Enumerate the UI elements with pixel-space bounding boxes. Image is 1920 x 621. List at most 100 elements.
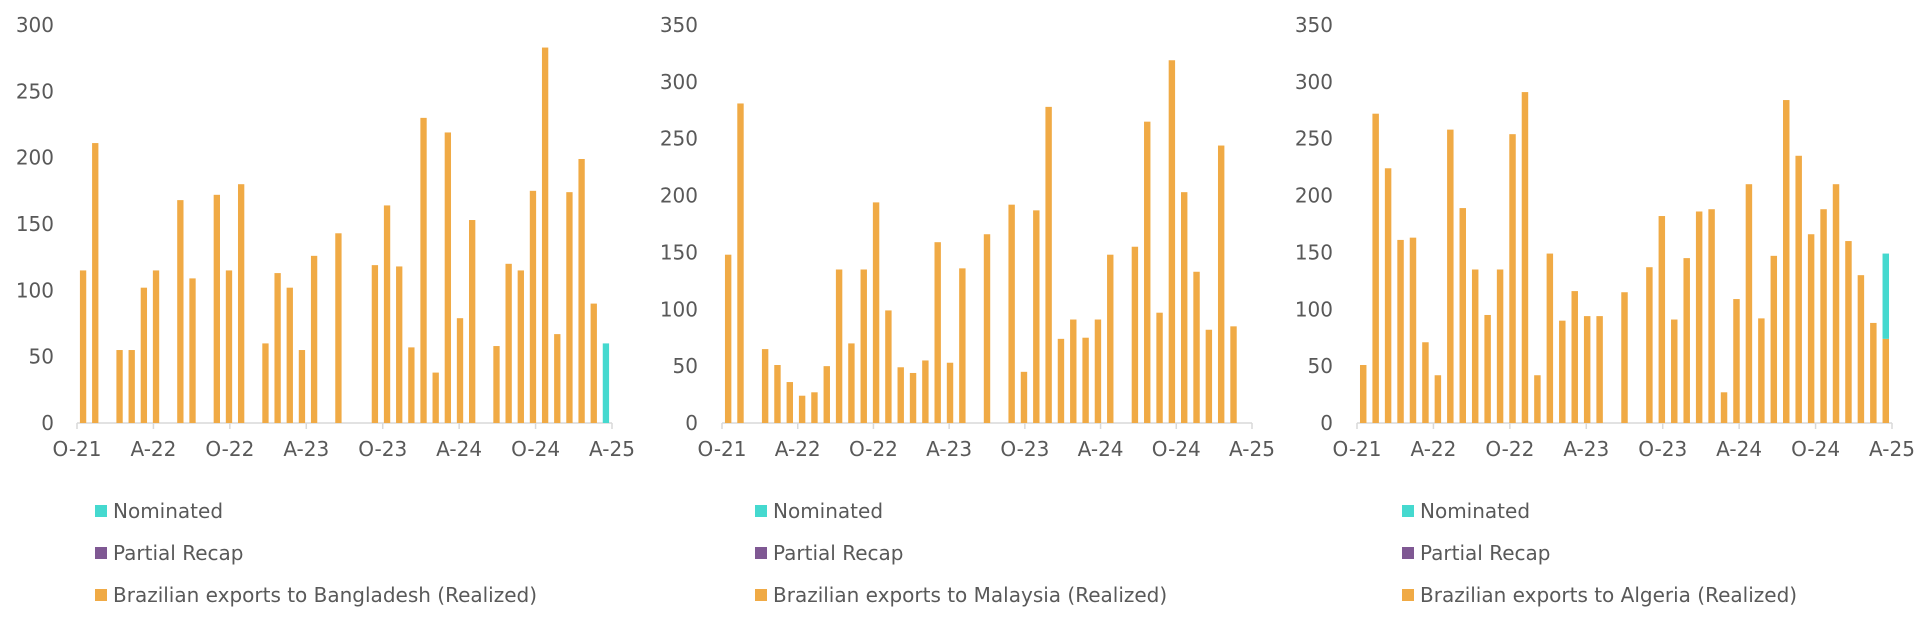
y-tick-label: 150	[1295, 240, 1333, 264]
y-tick-label: 250	[16, 79, 54, 103]
bar-realized	[1409, 237, 1417, 423]
bar-realized	[1168, 60, 1176, 423]
bar-realized	[1070, 319, 1077, 423]
x-tick-label: O-21	[698, 437, 747, 461]
bar-realized	[1534, 375, 1541, 423]
bar-realized	[1008, 204, 1015, 423]
bar-realized	[1546, 253, 1554, 423]
bar-realized	[1596, 316, 1603, 423]
bar-realized	[1882, 338, 1890, 423]
bar-realized	[1521, 92, 1529, 423]
y-tick-label: 200	[16, 146, 54, 170]
bar-realized	[79, 270, 87, 423]
bar-realized	[1359, 365, 1367, 423]
legend-swatch-nominated	[755, 505, 767, 517]
x-tick-label: O-24	[511, 437, 560, 461]
legend-label: Nominated	[113, 499, 224, 523]
y-tick-label: 150	[660, 240, 698, 264]
bar-realized	[1745, 184, 1753, 423]
x-tick-label: A-22	[130, 437, 176, 461]
bar-realized	[578, 158, 585, 424]
y-tick-label: 200	[660, 184, 698, 208]
legend-label: Brazilian exports to Algeria (Realized)	[1420, 583, 1798, 607]
bar-realized	[860, 269, 867, 423]
legend-swatch-realized	[95, 589, 107, 601]
bar-realized	[983, 234, 991, 423]
legend-swatch-nominated	[95, 505, 107, 517]
legend-label: Nominated	[1420, 499, 1531, 523]
bar-realized	[1733, 299, 1740, 423]
bar-realized	[1807, 234, 1815, 423]
legend-label: Partial Recap	[1420, 541, 1551, 565]
y-tick-label: 100	[1295, 297, 1333, 321]
legend-swatch-partial-recap	[1402, 547, 1414, 559]
bar-realized	[848, 343, 855, 423]
y-tick-label: 200	[1295, 184, 1333, 208]
bar-realized	[872, 202, 880, 423]
bar-realized	[1695, 211, 1703, 423]
bar-realized	[310, 255, 318, 423]
legend-item-partial-recap: Partial Recap	[1402, 532, 1797, 574]
legend-algeria: Nominated Partial Recap Brazilian export…	[1402, 490, 1797, 616]
bar-realized	[1156, 312, 1163, 423]
y-tick-label: 150	[16, 212, 54, 236]
bar-realized	[1857, 275, 1865, 423]
bar-realized	[298, 350, 306, 423]
bar-realized	[885, 310, 892, 423]
x-tick-label: A-22	[775, 437, 821, 461]
bar-realized	[152, 270, 160, 423]
bangladesh-bar-chart: 0 50 100 150 200 250 300 O-21 A-22 O-22 A-23 O-23 A-…	[16, 13, 635, 461]
bar-realized	[1720, 392, 1728, 423]
bar-realized	[1447, 129, 1454, 423]
bar-realized	[517, 270, 524, 423]
bar-realized	[1471, 269, 1479, 423]
legend-label: Partial Recap	[773, 541, 904, 565]
y-tick-label: 50	[673, 354, 698, 378]
bar-realized	[432, 372, 439, 423]
legend-item-realized: Brazilian exports to Bangladesh (Realize…	[95, 574, 537, 616]
chart-panel-algeria: 0 50 100 150 200 250 300 350 O-21 A-22 O-22 A-23 O-2…	[1280, 0, 1920, 621]
legend-label: Brazilian exports to Malaysia (Realized)	[773, 583, 1168, 607]
bar-realized	[823, 366, 830, 423]
bar-realized	[959, 268, 966, 423]
bar-realized	[1571, 291, 1578, 423]
bar-realized	[724, 254, 732, 423]
y-tick-label: 250	[1295, 127, 1333, 151]
bar-realized	[1459, 208, 1466, 423]
bar-realized	[1384, 168, 1392, 423]
bar-realized	[469, 220, 476, 423]
bar-realized	[934, 242, 941, 423]
legend-label: Brazilian exports to Bangladesh (Realize…	[113, 583, 538, 607]
bar-realized	[761, 349, 769, 423]
x-tick-label: O-21	[53, 437, 102, 461]
legend-item-partial-recap: Partial Recap	[95, 532, 537, 574]
bar-realized	[1372, 113, 1379, 423]
x-tick-label: A-24	[1716, 437, 1762, 461]
bar-realized	[529, 190, 537, 423]
bar-realized	[1484, 314, 1491, 423]
bar-realized	[1205, 329, 1213, 423]
bar-realized	[140, 287, 148, 423]
bar-realized	[505, 263, 512, 423]
bar-realized	[1583, 316, 1591, 423]
legend-item-nominated: Nominated	[1402, 490, 1797, 532]
bar-realized	[1795, 155, 1802, 423]
y-tick-label: 50	[1308, 354, 1333, 378]
bar-realized	[1045, 106, 1052, 424]
y-tick-label: 350	[660, 13, 698, 37]
bar-realized	[383, 205, 391, 423]
bar-realized	[811, 392, 818, 423]
bar-realized	[1193, 271, 1200, 423]
y-tick-label: 0	[1320, 411, 1333, 435]
y-tick-label: 100	[660, 297, 698, 321]
legend-swatch-partial-recap	[95, 547, 107, 559]
bar-realized	[835, 269, 843, 423]
y-tick-label: 50	[29, 345, 54, 369]
bar-realized	[1082, 337, 1089, 423]
bar-realized	[371, 265, 379, 423]
bar-realized	[444, 132, 452, 423]
y-tick-label: 0	[685, 411, 698, 435]
bar-realized	[554, 334, 561, 423]
bar-realized	[237, 184, 245, 423]
x-tick-label: A-25	[589, 437, 635, 461]
